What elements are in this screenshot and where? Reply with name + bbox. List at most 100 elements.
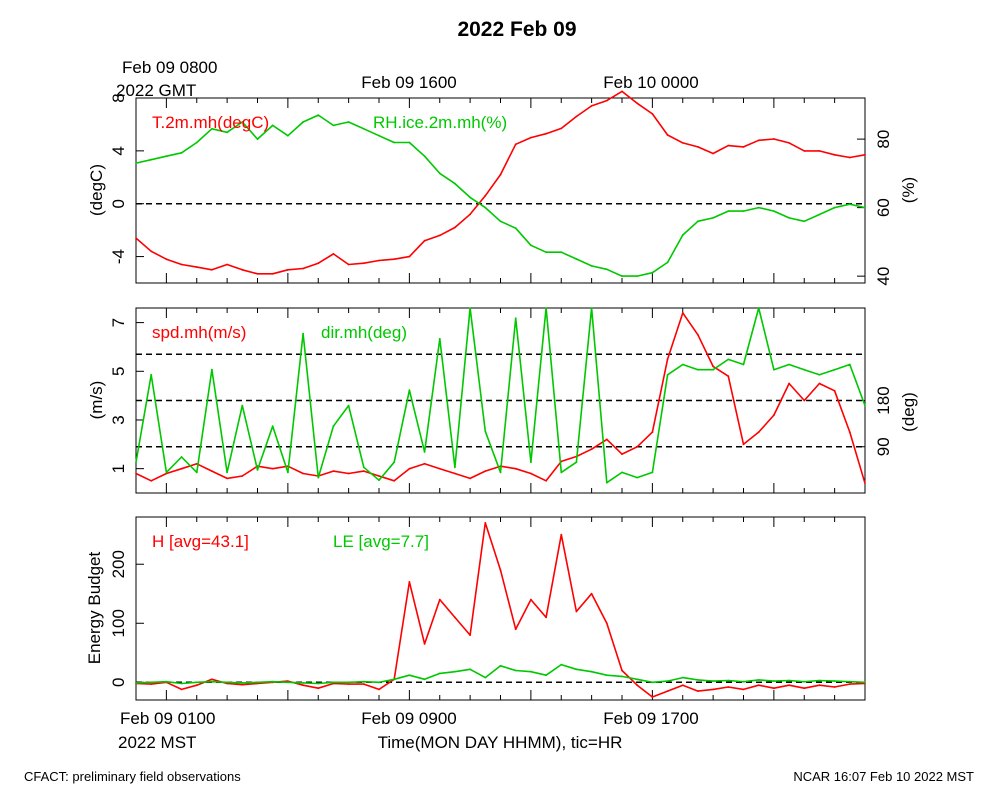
data-point-red [621, 90, 623, 93]
data-point-green [195, 471, 198, 474]
data-point-green [545, 674, 547, 677]
data-point-green [757, 679, 760, 681]
data-point-red [788, 382, 790, 385]
data-point-red [438, 467, 441, 470]
data-point-red [530, 472, 532, 475]
data-point-green [165, 680, 168, 683]
data-point-green [560, 471, 563, 474]
data-point-red [241, 683, 244, 686]
data-point-red [773, 414, 775, 416]
data-point-green [499, 220, 502, 223]
data-point-red [651, 696, 654, 698]
data-point-green [590, 670, 593, 673]
data-point-red [545, 479, 547, 482]
y-tick-label-right: 90 [874, 437, 893, 456]
data-point-red [773, 138, 775, 140]
data-point-red [803, 687, 806, 690]
data-point-green [211, 127, 213, 130]
data-point-green [833, 680, 836, 682]
data-point-red [287, 268, 289, 271]
data-point-red [788, 142, 790, 144]
panel-top-ticks: -4 0 4 8 40 60 80 [109, 93, 893, 285]
data-point-green [287, 681, 289, 684]
data-point-red [590, 448, 593, 451]
data-point-green [514, 669, 517, 672]
data-point-red [423, 239, 426, 242]
data-point-red [226, 477, 229, 480]
mst-label-3: Feb 09 1700 [603, 709, 698, 728]
ylabel-middle-left: (m/s) [87, 381, 106, 420]
data-point-red [241, 268, 244, 271]
data-point-green [347, 681, 350, 684]
data-point-red [590, 592, 593, 595]
data-point-green [742, 680, 745, 683]
data-point-green [362, 466, 365, 469]
data-point-red [347, 472, 350, 475]
data-point-green [226, 681, 229, 684]
data-point-green [423, 451, 426, 453]
data-point-red [514, 467, 517, 470]
data-point-green [833, 206, 836, 209]
y-tick-label-right: 80 [874, 130, 893, 149]
data-point-green [742, 363, 745, 366]
data-point-red [195, 684, 198, 687]
data-point-red [666, 690, 669, 692]
data-point-green [697, 679, 699, 681]
data-point-green [332, 425, 335, 428]
data-point-red [636, 445, 639, 448]
data-point-red [575, 115, 578, 118]
data-point-red [681, 142, 684, 144]
legend-sensible-heat: H [avg=43.1] [152, 532, 249, 551]
data-point-green [484, 206, 487, 209]
data-point-red [757, 431, 760, 433]
data-point-green [605, 674, 608, 677]
y-tick-label-left: 0 [109, 678, 128, 687]
data-point-green [818, 213, 821, 216]
data-point-green [545, 251, 547, 254]
data-point-red [165, 258, 168, 261]
data-point-green [575, 668, 578, 671]
data-point-green [332, 681, 335, 684]
chart-title: 2022 Feb 09 [457, 18, 576, 41]
data-point-red [742, 146, 745, 148]
data-point-red [651, 431, 654, 433]
data-point-green [712, 368, 714, 371]
data-point-green [317, 114, 320, 116]
data-point-green [712, 217, 714, 219]
data-point-green [180, 456, 183, 458]
mst-label-1-line2: 2022 MST [118, 733, 196, 752]
data-point-red [241, 475, 244, 477]
data-point-red [362, 262, 365, 265]
data-point-red [423, 462, 426, 465]
data-point-red [454, 226, 456, 229]
data-point-green [666, 680, 669, 682]
data-point-green [484, 430, 487, 433]
data-point-red [150, 683, 153, 685]
data-point-red [150, 250, 153, 253]
data-point-red [864, 482, 866, 485]
data-point-green [271, 425, 274, 428]
data-point-red [378, 475, 380, 477]
data-point-red [150, 479, 153, 482]
y-tick-label-right: 180 [874, 386, 893, 414]
footer-left: CFACT: preliminary field observations [24, 769, 241, 784]
data-point-green [378, 479, 380, 482]
data-point-red [438, 598, 441, 601]
data-point-green [469, 668, 471, 671]
y-tick-label-left: 8 [109, 93, 128, 102]
data-point-green [454, 466, 456, 469]
data-point-green [469, 307, 471, 309]
gmt-label-1-line1: Feb 09 0800 [122, 58, 217, 77]
data-point-red [727, 686, 730, 688]
data-point-green [180, 682, 183, 685]
data-point-green [271, 124, 274, 127]
data-point-red [256, 272, 259, 275]
data-point-red [454, 616, 456, 619]
data-point-red [469, 213, 471, 216]
y-tick-label-left: 0 [109, 199, 128, 208]
data-point-green [621, 675, 623, 678]
data-point-red [727, 144, 730, 147]
data-point-red [226, 263, 229, 266]
data-point-green [241, 682, 244, 684]
